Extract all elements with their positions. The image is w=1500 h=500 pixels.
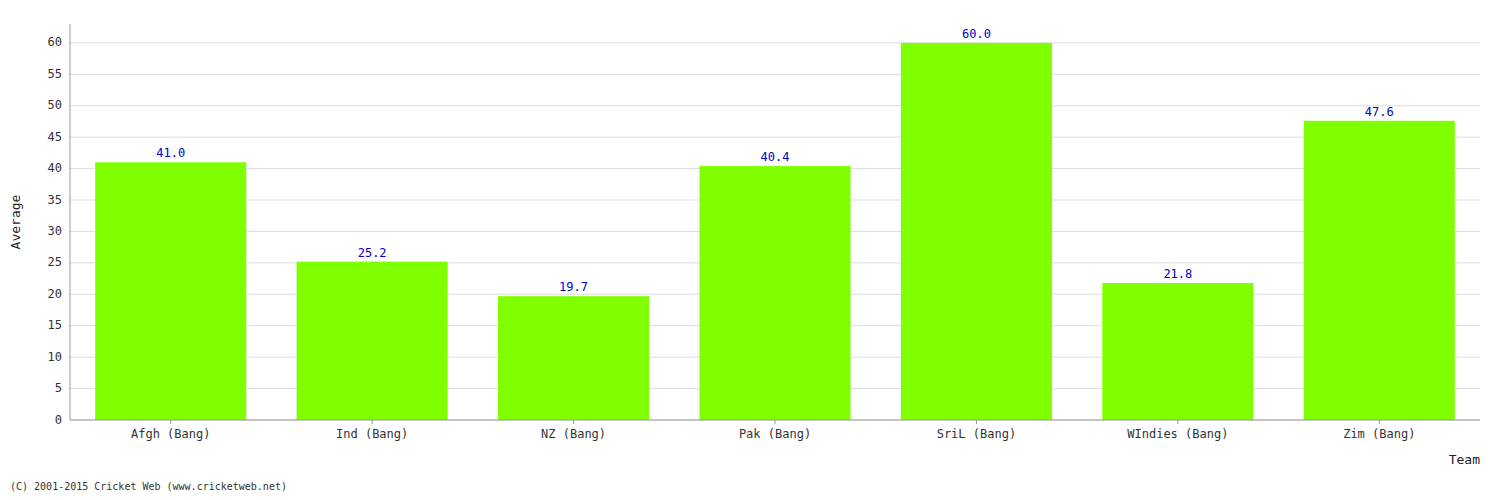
y-tick-label: 25: [48, 255, 62, 269]
x-tick-label: SriL (Bang): [937, 427, 1016, 441]
x-tick-label: Zim (Bang): [1343, 427, 1415, 441]
x-tick: [775, 420, 776, 424]
x-tick-label: WIndies (Bang): [1127, 427, 1228, 441]
bar: [1102, 283, 1253, 420]
data-label: 25.2: [358, 246, 387, 260]
grid-line: [70, 105, 1480, 106]
y-tick-label: 10: [48, 350, 62, 364]
x-tick: [573, 420, 574, 424]
bar: [901, 43, 1052, 420]
y-tick-label: 50: [48, 98, 62, 112]
y-axis-line: [70, 24, 71, 420]
y-tick-label: 60: [48, 35, 62, 49]
bar: [699, 166, 850, 420]
x-tick: [976, 420, 977, 424]
data-label: 41.0: [156, 146, 185, 160]
x-tick-label: NZ (Bang): [541, 427, 606, 441]
x-tick: [372, 420, 373, 424]
bar: [95, 162, 246, 420]
y-axis-label: Average: [8, 194, 23, 249]
y-tick-label: 40: [48, 161, 62, 175]
bars: [95, 43, 1455, 420]
data-label: 21.8: [1163, 267, 1192, 281]
x-tick-label: Afgh (Bang): [131, 427, 210, 441]
chart-container: 0 5 10 15 20 25 30 35 40 45 50 55 60 41.0 25.2 19.7 40.4…: [0, 0, 1500, 500]
data-label: 40.4: [761, 150, 790, 164]
y-tick-label: 55: [48, 67, 62, 81]
x-tick: [170, 420, 171, 424]
y-tick-label: 20: [48, 287, 62, 301]
grid-line: [70, 42, 1480, 43]
data-label: 19.7: [559, 280, 588, 294]
y-tick-label: 30: [48, 224, 62, 238]
bar: [498, 296, 649, 420]
y-tick-label: 35: [48, 193, 62, 207]
grid: [70, 43, 1480, 420]
bar: [297, 262, 448, 420]
grid-line: [70, 137, 1480, 138]
y-tick-label: 5: [55, 381, 62, 395]
x-tick: [1379, 420, 1380, 424]
data-label: 60.0: [962, 27, 991, 41]
x-tick: [1177, 420, 1178, 424]
x-axis-label: Team: [1449, 452, 1480, 467]
chart: 0 5 10 15 20 25 30 35 40 45 50 55 60 41.0 25.2 19.7 40.4…: [0, 0, 1500, 500]
y-tick-label: 0: [55, 413, 62, 427]
bar: [1304, 121, 1455, 420]
x-tick-label: Pak (Bang): [739, 427, 811, 441]
annotation: (C) 2001-2015 Cricket Web (www.cricketwe…: [10, 481, 287, 492]
y-tick-label: 15: [48, 318, 62, 332]
x-tick-label: Ind (Bang): [336, 427, 408, 441]
data-label: 47.6: [1365, 105, 1394, 119]
y-tick-label: 45: [48, 130, 62, 144]
grid-line: [70, 74, 1480, 75]
